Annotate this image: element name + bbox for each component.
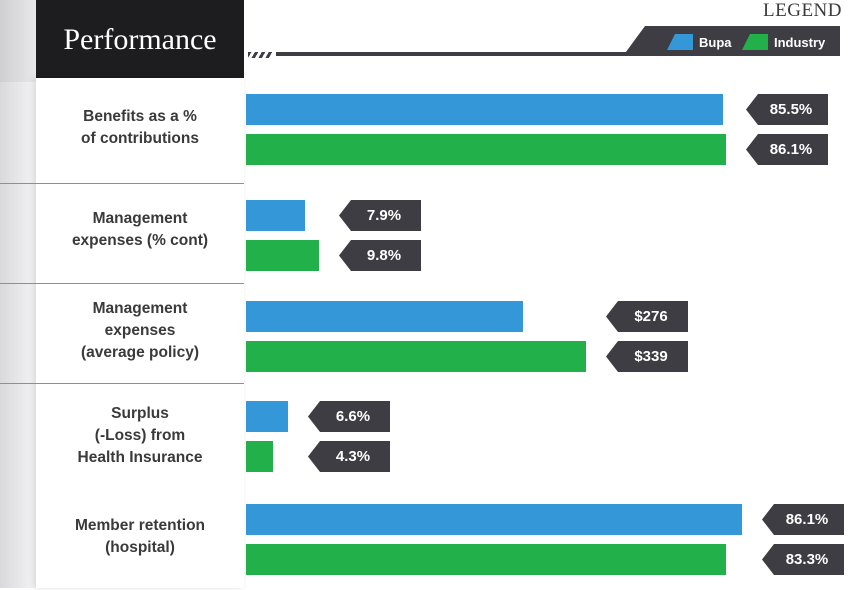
bar-bupa — [246, 200, 305, 231]
legend-item-industry: Industry — [742, 34, 825, 50]
legend-hatch — [248, 52, 272, 58]
legend-swatch-industry — [742, 34, 768, 50]
category-label-line: Surplus — [111, 405, 169, 422]
category-label: Surplus (-Loss) from Health Insurance — [36, 403, 244, 469]
data-label-bupa: 85.5% — [746, 94, 828, 125]
category-label-line: (hospital) — [105, 539, 175, 556]
category-label-line: Management — [92, 210, 188, 227]
chart-title: Performance — [36, 0, 244, 78]
legend-label-industry: Industry — [774, 34, 826, 50]
legend-heading: LEGEND — [763, 0, 842, 21]
category-label: Management expenses (% cont) — [36, 208, 244, 252]
legend-rule — [276, 52, 636, 56]
data-label-industry: $339 — [606, 341, 688, 372]
category-label-line: (average policy) — [80, 344, 200, 361]
bar-industry — [246, 441, 273, 472]
row-separator — [0, 383, 244, 384]
header-shadow — [0, 0, 36, 82]
side-strip — [0, 82, 36, 588]
bar-industry — [246, 341, 586, 372]
category-label-line: of contributions — [81, 130, 199, 147]
legend-label-bupa: Bupa — [699, 34, 732, 50]
category-label-line: (-Loss) from — [94, 427, 186, 444]
bar-industry — [246, 240, 319, 271]
bar-bupa — [246, 401, 288, 432]
data-label-bupa: 86.1% — [762, 504, 844, 535]
bar-bupa — [246, 301, 523, 332]
data-label-bupa: 7.9% — [339, 200, 421, 231]
bar-industry — [246, 544, 726, 575]
category-label-line: Benefits as a % — [83, 108, 197, 125]
legend-panel — [623, 26, 840, 56]
row-separator — [0, 183, 244, 184]
category-label: Benefits as a % of contributions — [36, 106, 244, 150]
category-label-column — [36, 78, 244, 588]
category-label-line: Health Insurance — [77, 449, 203, 466]
data-label-industry: 83.3% — [762, 544, 844, 575]
category-label-line: expenses — [104, 322, 176, 339]
legend-swatch-bupa — [667, 34, 693, 50]
bar-industry — [246, 134, 726, 165]
data-label-bupa: $276 — [606, 301, 688, 332]
legend-item-bupa: Bupa — [667, 34, 732, 50]
category-label-line: Management — [92, 300, 188, 317]
row-separator — [0, 283, 244, 284]
data-label-industry: 9.8% — [339, 240, 421, 271]
data-label-industry: 86.1% — [746, 134, 828, 165]
data-label-bupa: 6.6% — [308, 401, 390, 432]
bar-bupa — [246, 94, 723, 125]
category-label-line: expenses (% cont) — [71, 232, 209, 249]
bar-bupa — [246, 504, 742, 535]
category-label: Member retention (hospital) — [36, 515, 244, 559]
category-label-line: Member retention — [74, 517, 206, 534]
category-label: Management expenses (average policy) — [36, 298, 244, 364]
data-label-industry: 4.3% — [308, 441, 390, 472]
